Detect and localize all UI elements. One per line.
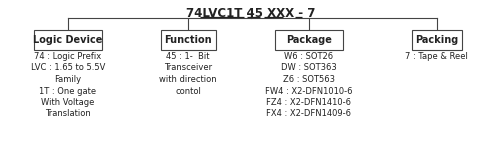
Text: Translation: Translation <box>45 110 91 118</box>
FancyBboxPatch shape <box>411 30 461 50</box>
Text: FX4 : X2-DFN1409-6: FX4 : X2-DFN1409-6 <box>266 110 351 118</box>
FancyBboxPatch shape <box>34 30 102 50</box>
Text: Function: Function <box>164 35 211 45</box>
Text: 45 : 1-  Bit: 45 : 1- Bit <box>166 52 209 61</box>
Text: 7 : Tape & Reel: 7 : Tape & Reel <box>404 52 467 61</box>
FancyBboxPatch shape <box>160 30 215 50</box>
Text: Transceiver: Transceiver <box>164 63 212 73</box>
Text: Logic Device: Logic Device <box>33 35 102 45</box>
Text: DW : SOT363: DW : SOT363 <box>280 63 336 73</box>
Text: With Voltage: With Voltage <box>41 98 94 107</box>
Text: Z6 : SOT563: Z6 : SOT563 <box>282 75 334 84</box>
Text: with direction: with direction <box>159 75 216 84</box>
Text: FW4 : X2-DFN1010-6: FW4 : X2-DFN1010-6 <box>265 86 352 96</box>
Text: Family: Family <box>54 75 81 84</box>
Text: contol: contol <box>175 86 201 96</box>
Text: 74 : Logic Prefix: 74 : Logic Prefix <box>34 52 101 61</box>
Text: Package: Package <box>285 35 331 45</box>
Text: FZ4 : X2-DFN1410-6: FZ4 : X2-DFN1410-6 <box>266 98 351 107</box>
FancyBboxPatch shape <box>274 30 342 50</box>
Text: W6 : SOT26: W6 : SOT26 <box>284 52 333 61</box>
Text: 1T : One gate: 1T : One gate <box>39 86 96 96</box>
Text: Packing: Packing <box>414 35 457 45</box>
Text: LVC : 1.65 to 5.5V: LVC : 1.65 to 5.5V <box>31 63 105 73</box>
Text: 74LVC1T 45 XXX - 7: 74LVC1T 45 XXX - 7 <box>186 7 315 20</box>
